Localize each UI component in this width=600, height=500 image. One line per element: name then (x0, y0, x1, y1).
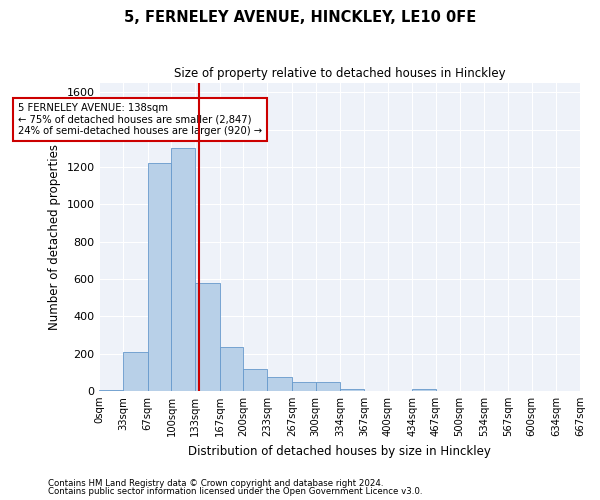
Text: Contains public sector information licensed under the Open Government Licence v3: Contains public sector information licen… (48, 487, 422, 496)
Bar (340, 389, 364, 391)
Bar (172, 148, 195, 391)
Bar (412, 389, 436, 391)
Bar (244, 368, 267, 391)
Bar (123, 352, 148, 391)
Bar (267, 377, 292, 391)
Text: 5, FERNELEY AVENUE, HINCKLEY, LE10 0FE: 5, FERNELEY AVENUE, HINCKLEY, LE10 0FE (124, 10, 476, 25)
Bar (195, 282, 220, 391)
X-axis label: Distribution of detached houses by size in Hinckley: Distribution of detached houses by size … (188, 444, 491, 458)
Bar (292, 382, 316, 391)
Text: 5 FERNELEY AVENUE: 138sqm
← 75% of detached houses are smaller (2,847)
24% of se: 5 FERNELEY AVENUE: 138sqm ← 75% of detac… (18, 102, 262, 136)
Bar (148, 164, 172, 391)
Bar (316, 382, 340, 391)
Text: Contains HM Land Registry data © Crown copyright and database right 2024.: Contains HM Land Registry data © Crown c… (48, 478, 383, 488)
Y-axis label: Number of detached properties: Number of detached properties (48, 144, 61, 330)
Title: Size of property relative to detached houses in Hinckley: Size of property relative to detached ho… (174, 68, 505, 80)
Bar (220, 347, 244, 391)
Bar (100, 390, 123, 391)
